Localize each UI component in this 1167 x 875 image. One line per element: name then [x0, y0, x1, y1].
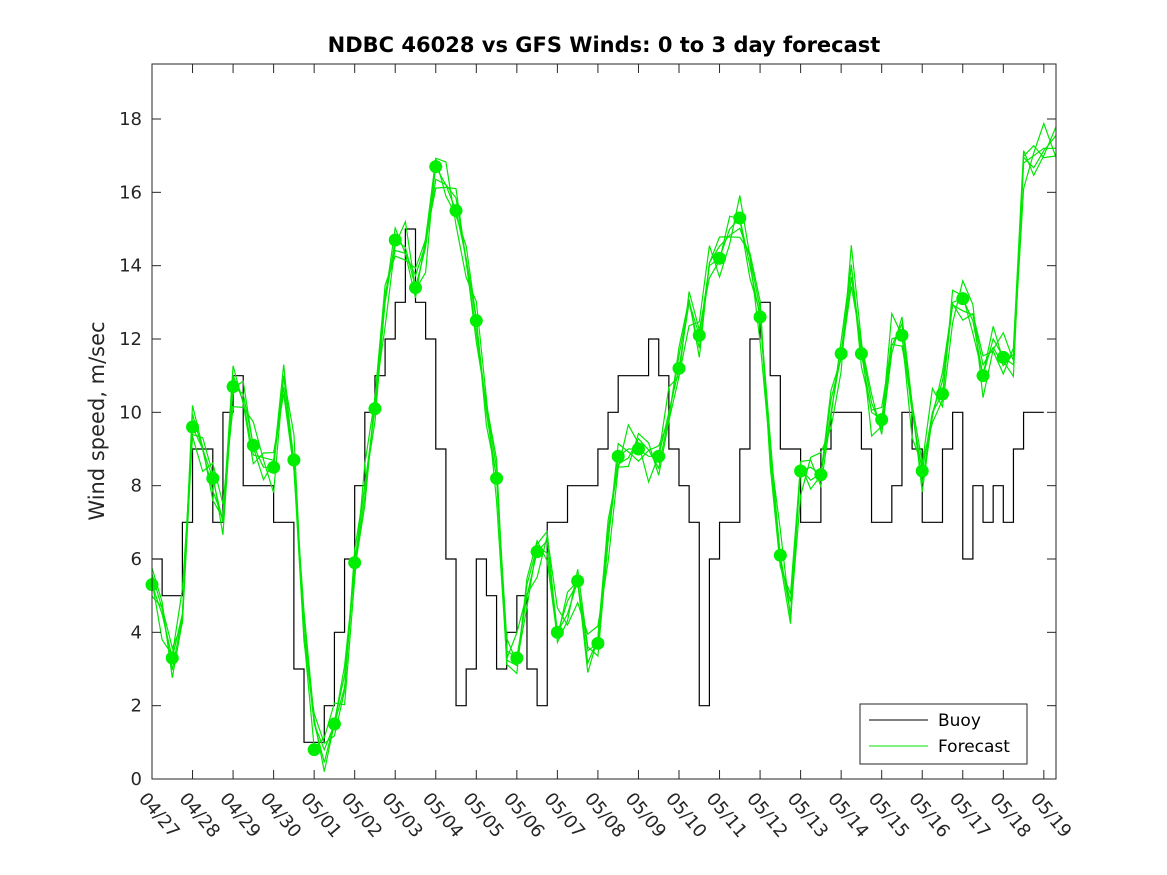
analysis-point	[530, 545, 544, 559]
x-tick-label: 04/29	[215, 789, 264, 842]
analysis-point	[692, 328, 706, 342]
analysis-point	[956, 292, 970, 306]
analysis-point	[449, 204, 463, 218]
analysis-point	[327, 717, 341, 731]
analysis-point	[550, 625, 564, 639]
analysis-point	[713, 251, 727, 265]
analysis-point	[591, 636, 605, 650]
legend-forecast-label: Forecast	[938, 737, 1010, 757]
analysis-point	[510, 651, 524, 665]
x-tick-label: 05/10	[661, 789, 710, 842]
x-tick-label: 05/05	[458, 789, 507, 842]
y-axis-label: Wind speed, m/sec	[85, 321, 109, 520]
legend-box	[859, 703, 1028, 765]
x-tick-label: 05/16	[904, 789, 953, 842]
analysis-point	[165, 651, 179, 665]
y-tick-label: 4	[131, 622, 142, 643]
analysis-point	[307, 743, 321, 757]
x-tick-label: 05/15	[864, 789, 913, 842]
x-tick-label: 05/09	[621, 789, 670, 842]
y-tick-label: 10	[119, 402, 142, 423]
x-tick-label: 05/11	[702, 789, 751, 842]
y-tick-label: 14	[119, 256, 142, 277]
analysis-point	[408, 281, 422, 295]
y-tick-label: 18	[119, 109, 142, 130]
series-line-forecast	[151, 121, 1057, 750]
analysis-point	[976, 369, 990, 383]
analysis-point	[733, 211, 747, 225]
analysis-point	[773, 548, 787, 562]
analysis-points-layer	[145, 160, 1010, 757]
y-axis: 0 2 4 6 8 10 12 14 16 18	[119, 109, 1056, 790]
analysis-point	[571, 574, 585, 588]
x-tick-label: 05/04	[418, 789, 467, 842]
analysis-point	[753, 310, 767, 324]
legend-buoy-label: Buoy	[938, 711, 981, 731]
analysis-point	[429, 160, 443, 174]
y-tick-label: 6	[131, 549, 142, 570]
analysis-point	[875, 413, 889, 427]
x-tick-label: 04/30	[256, 789, 305, 842]
chart-title: NDBC 46028 vs GFS Winds: 0 to 3 day fore…	[328, 33, 881, 57]
y-tick-label: 2	[131, 696, 142, 717]
y-tick-label: 16	[119, 182, 142, 203]
analysis-point	[490, 471, 504, 485]
analysis-point	[672, 361, 686, 375]
y-tick-label: 0	[131, 769, 142, 790]
x-tick-label: 05/14	[823, 789, 872, 842]
x-tick-label: 05/07	[540, 789, 589, 842]
analysis-point	[469, 314, 483, 328]
analysis-point	[915, 464, 929, 478]
x-tick-label: 04/28	[175, 789, 224, 842]
analysis-point	[611, 449, 625, 463]
y-tick-label: 12	[119, 329, 142, 350]
plot-background	[152, 64, 1056, 779]
analysis-point	[814, 468, 828, 482]
analysis-point	[368, 402, 382, 416]
x-tick-label: 05/18	[985, 789, 1034, 842]
analysis-point	[854, 347, 868, 361]
x-tick-label: 05/08	[580, 789, 629, 842]
analysis-point	[935, 387, 949, 401]
analysis-point	[388, 233, 402, 247]
analysis-point	[267, 460, 281, 474]
analysis-point	[996, 350, 1010, 364]
legend: Buoy Forecast	[859, 703, 1028, 765]
x-tick-label: 05/02	[337, 789, 386, 842]
x-tick-label: 05/19	[1026, 789, 1075, 842]
x-tick-label: 05/13	[783, 789, 832, 842]
analysis-point	[652, 449, 666, 463]
analysis-point	[834, 347, 848, 361]
analysis-point	[206, 471, 220, 485]
analysis-point	[186, 420, 200, 434]
analysis-point	[631, 442, 645, 456]
x-tick-label: 04/27	[134, 789, 183, 842]
x-tick-label: 05/01	[296, 789, 345, 842]
plot-frame	[151, 63, 1057, 780]
analysis-point	[895, 328, 909, 342]
x-tick-label: 05/06	[499, 789, 548, 842]
analysis-point	[287, 453, 301, 467]
x-tick-label: 05/17	[945, 789, 994, 842]
y-tick-label: 8	[131, 476, 142, 497]
analysis-point	[226, 380, 240, 394]
x-tick-label: 05/12	[742, 789, 791, 842]
analysis-point	[794, 464, 808, 478]
analysis-point	[246, 438, 260, 452]
analysis-point	[348, 556, 362, 570]
x-tick-label: 05/03	[377, 789, 426, 842]
